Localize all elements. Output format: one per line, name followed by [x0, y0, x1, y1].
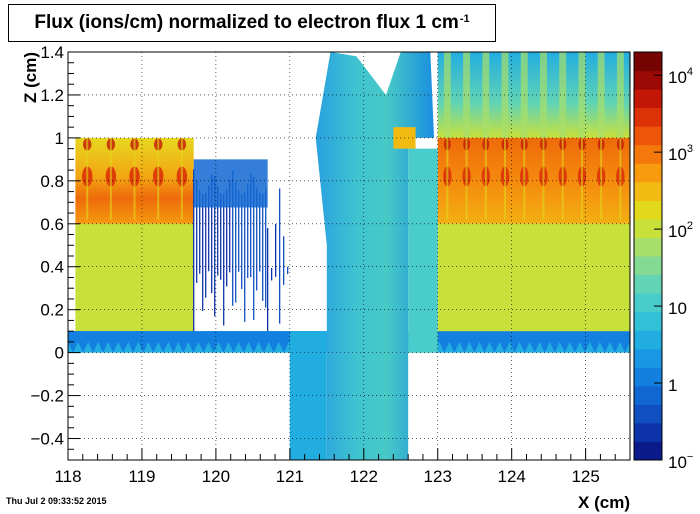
chart-title: Flux (ions/cm) normalized to electron fl…: [8, 4, 496, 42]
color-scale-swatch: [634, 70, 662, 90]
y-tick-label: 1: [55, 129, 64, 148]
y-tick-label: 1.2: [40, 86, 64, 105]
y-tick-label: 0.2: [40, 301, 64, 320]
x-tick-label: 125: [571, 467, 599, 486]
x-tick-label: 121: [276, 467, 304, 486]
region-center-column: [315, 52, 435, 460]
color-scale-label: 104: [668, 66, 693, 87]
region-left-pad-mid: [75, 223, 194, 336]
color-scale-swatch: [634, 52, 662, 72]
chart-title-text: Flux (ions/cm) normalized to electron fl…: [34, 12, 459, 33]
region-left-pad-top: [75, 137, 194, 224]
region-left-dense-scatter: [193, 159, 268, 332]
region-right-block-top: [437, 52, 630, 138]
color-scale-swatch: [634, 293, 662, 313]
y-tick-label: 0: [55, 344, 64, 363]
x-tick-label: 120: [202, 467, 230, 486]
color-scale-swatch: [634, 144, 662, 164]
color-scale-swatch: [634, 404, 662, 424]
x-tick-label: 123: [424, 467, 452, 486]
y-axis: −0.4 −0.2 0 0.2 0.4 0.6 0.8 1 1.2 1.4: [30, 43, 80, 461]
y-tick-label: 0.6: [40, 215, 64, 234]
color-scale-swatch: [634, 107, 662, 127]
color-scale-swatch: [634, 237, 662, 257]
x-axis: 118 119 120 121 122 123 124 125: [54, 448, 631, 486]
x-axis-title: X (cm): [578, 493, 630, 512]
color-scale-swatch: [634, 441, 662, 461]
color-scale-label: 1: [668, 376, 677, 395]
y-tick-label: 1.4: [40, 43, 64, 62]
color-scale-bar: [634, 52, 662, 461]
color-scale-swatch: [634, 348, 662, 368]
color-scale-swatch: [634, 256, 662, 276]
y-tick-label: 0.4: [40, 258, 64, 277]
color-scale-swatch: [634, 163, 662, 183]
timestamp: Thu Jul 2 09:33:52 2015: [6, 496, 107, 506]
color-scale-frame: [633, 51, 663, 461]
color-scale-swatch: [634, 181, 662, 201]
region-sparse-scatter: [267, 188, 289, 332]
x-tick-label: 118: [54, 467, 81, 486]
x-tick-label: 119: [128, 467, 155, 486]
x-tick-label: 124: [497, 467, 525, 486]
color-scale-swatch: [634, 274, 662, 294]
color-scale-swatch: [634, 330, 662, 350]
color-scale-swatch: [634, 200, 662, 220]
y-tick-label: −0.4: [30, 430, 64, 449]
region-right-block-low: [437, 223, 630, 332]
chart-title-exponent: -1: [459, 13, 470, 25]
heatmap-layer: [68, 52, 630, 460]
color-scale-label: 102: [668, 220, 693, 241]
y-axis-title: Z (cm): [21, 52, 40, 103]
color-scale-swatch: [634, 218, 662, 238]
color-scale-label: 10: [668, 299, 687, 318]
y-tick-label: 0.8: [40, 172, 64, 191]
color-scale-swatch: [634, 89, 662, 109]
color-scale-swatch: [634, 385, 662, 405]
color-scale-swatch: [634, 311, 662, 331]
color-scale-swatch: [634, 126, 662, 146]
region-right-strip: [408, 148, 438, 353]
color-scale-label: 103: [668, 143, 693, 164]
region-right-block-mid: [437, 137, 630, 224]
color-scale-swatch: [634, 422, 662, 442]
y-tick-label: −0.2: [30, 387, 64, 406]
color-scale-swatch: [634, 367, 662, 387]
x-tick-label: 122: [350, 467, 378, 486]
color-scale-label: 10−: [668, 451, 693, 472]
